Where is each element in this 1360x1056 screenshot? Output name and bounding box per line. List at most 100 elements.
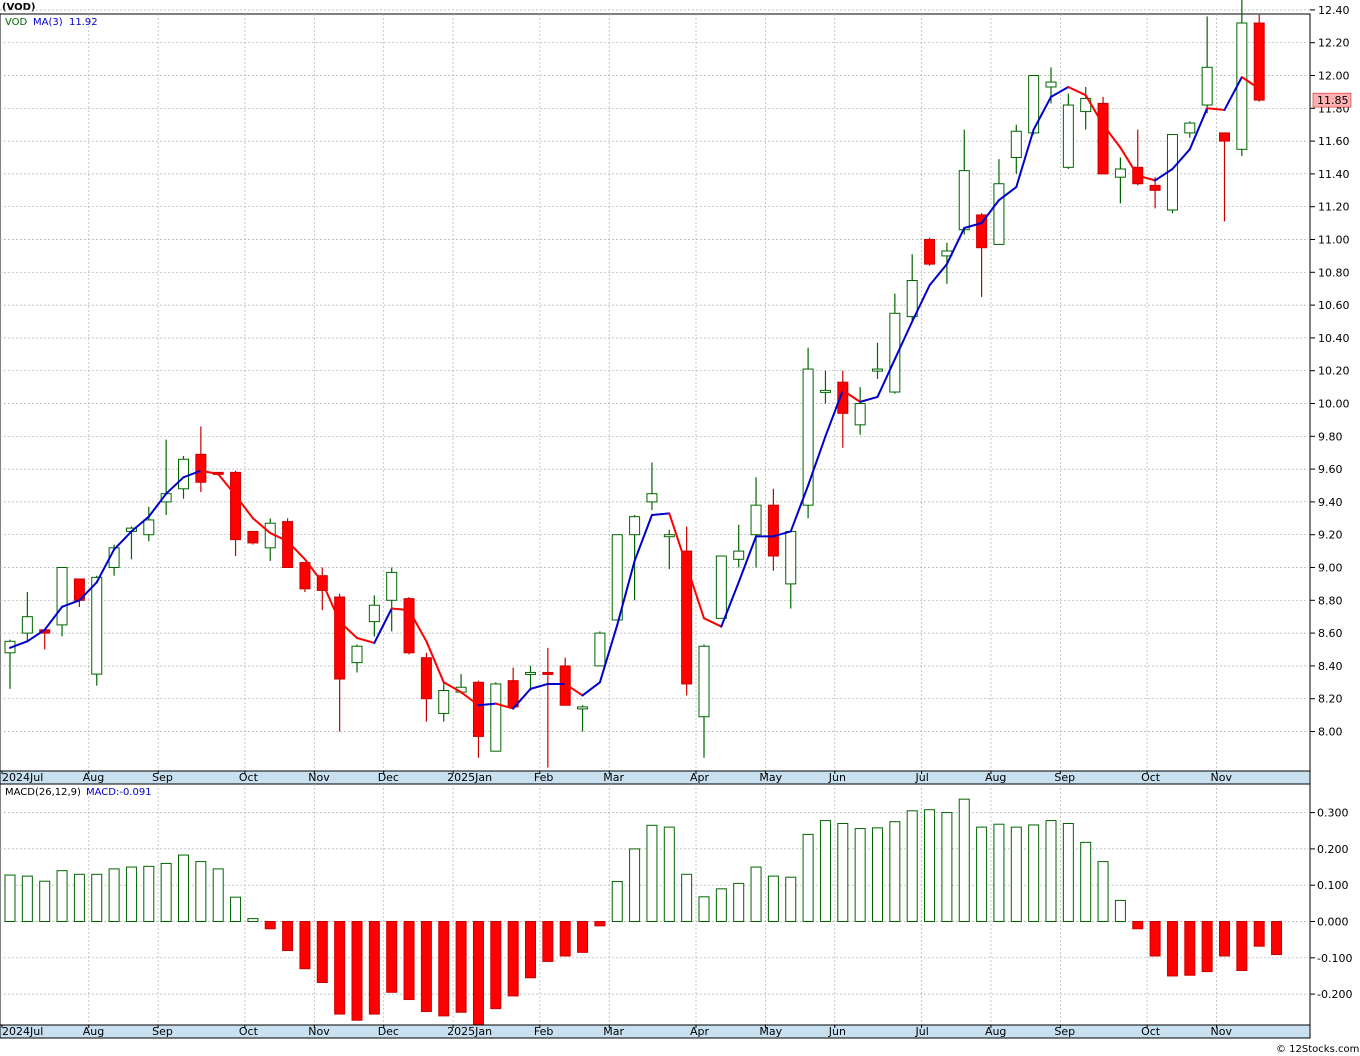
macd-bar: [264, 921, 276, 930]
ma-segment: [1015, 128, 1035, 189]
macd-bar: [1236, 921, 1248, 972]
candle-body: [1236, 22, 1248, 150]
date-axis-bottom: [0, 1024, 1311, 1039]
ma-segment: [824, 389, 844, 438]
macd-bar: [403, 921, 415, 1001]
ma-segment: [1154, 167, 1174, 182]
candle-body: [1097, 102, 1109, 175]
date-label: Sep: [1054, 771, 1075, 784]
ma-segment: [876, 358, 896, 398]
candle: [1201, 16, 1213, 114]
macd-bar: [525, 921, 536, 979]
price-tick-label: 12.00: [1318, 70, 1350, 83]
macd-tick-label: 0.100: [1317, 879, 1349, 892]
date-label: Sep: [152, 771, 173, 784]
macd-bar: [125, 866, 137, 922]
ma-segment: [356, 637, 376, 644]
ma-segment: [199, 469, 220, 476]
macd-bar: [837, 822, 849, 922]
candle: [247, 530, 259, 545]
ma-segment: [1032, 95, 1052, 131]
date-labels-bottom: 2024Jul Aug Sep Oct Nov Dec 2025Jan Feb Mar Apr Ma…: [1, 1025, 1232, 1038]
date-label: Oct: [1141, 771, 1161, 784]
macd-bar: [941, 812, 953, 922]
legend-ma-value: 11.92: [69, 17, 98, 28]
ma-segment: [1240, 76, 1261, 90]
ma-segment: [1102, 123, 1122, 149]
macd-bar: [351, 921, 363, 1021]
price-tick-label: 8.40: [1318, 660, 1343, 673]
candle: [611, 534, 623, 621]
candle-body: [1045, 81, 1057, 88]
macd-bar: [1219, 921, 1230, 957]
date-label: May: [759, 771, 782, 784]
candle: [472, 680, 484, 758]
ma-segment: [130, 515, 150, 533]
date-label: Nov: [1211, 771, 1233, 784]
macd-legend: MACD(26,12,9) MACD:-0.091: [5, 787, 152, 798]
candle-body: [21, 616, 33, 634]
ma-segment: [911, 284, 931, 323]
date-label: Nov: [308, 771, 330, 784]
date-label: Jul: [915, 1025, 929, 1038]
ma-segment: [269, 532, 289, 543]
candle-body: [143, 519, 155, 536]
price-tick-label: 11.00: [1318, 234, 1350, 247]
macd-bar: [785, 876, 797, 922]
macd-bar: [39, 880, 51, 922]
price-tick-label: 8.60: [1318, 627, 1343, 640]
macd-bar: [993, 823, 1005, 922]
macd-bar: [195, 861, 207, 922]
moving-average-line: [9, 76, 1261, 710]
macd-bar: [733, 882, 745, 923]
current-price-tag: 11.85: [1312, 92, 1352, 108]
macd-bar: [21, 875, 33, 922]
price-tick-label: 9.00: [1318, 562, 1343, 575]
macd-bar: [611, 881, 623, 923]
date-label: Apr: [690, 1025, 710, 1038]
candle-body: [282, 521, 294, 569]
candle: [1219, 132, 1230, 222]
candle-body: [733, 550, 745, 560]
candle: [681, 526, 693, 696]
macd-bar: [108, 868, 120, 922]
macd-bar: [4, 874, 16, 923]
legend-ma-label: MA(3): [33, 17, 63, 28]
macd-bar: [629, 848, 641, 923]
macd-bar: [681, 873, 693, 922]
macd-bar: [715, 888, 727, 923]
candle: [1028, 75, 1040, 135]
date-label: Aug: [83, 771, 104, 784]
macd-bar: [854, 828, 866, 923]
price-tick-label: 9.20: [1318, 529, 1343, 542]
candle: [889, 293, 901, 394]
ma-segment: [1171, 148, 1191, 170]
macd-tick-label: 0.200: [1317, 843, 1349, 856]
macd-tick-label: -0.100: [1317, 952, 1352, 965]
candle-body: [1114, 168, 1126, 178]
candle: [1010, 124, 1022, 174]
ma-segment: [1136, 174, 1157, 182]
ma-segment: [1223, 76, 1243, 111]
ma-segment: [442, 681, 463, 694]
macd-bar: [1132, 921, 1144, 930]
candle-body: [351, 645, 363, 664]
price-tick-label: 10.00: [1318, 398, 1350, 411]
macd-bar: [56, 870, 68, 922]
macd-tick-label: -0.200: [1317, 988, 1352, 1001]
macd-bar: [438, 921, 450, 1017]
candle: [299, 562, 311, 593]
candle-body: [525, 671, 536, 675]
candle: [767, 488, 779, 571]
candle: [420, 652, 432, 722]
candle-body: [819, 389, 831, 393]
macd-bar: [1062, 822, 1074, 922]
macd-bar: [750, 866, 762, 922]
candle-body: [958, 170, 970, 231]
macd-bar: [976, 826, 988, 922]
ma-segment: [928, 263, 948, 287]
candle-body: [490, 683, 502, 752]
candle: [143, 506, 155, 542]
candle: [1166, 134, 1178, 214]
ma-segment: [997, 186, 1018, 202]
